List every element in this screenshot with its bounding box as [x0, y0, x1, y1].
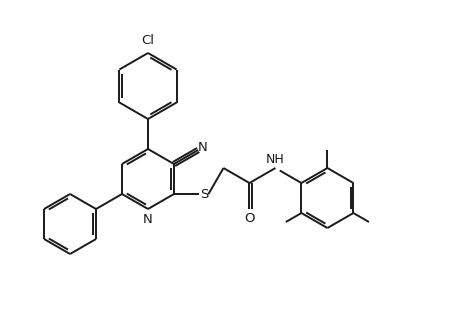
Text: N: N	[198, 141, 207, 154]
Text: O: O	[244, 212, 255, 225]
Text: S: S	[200, 187, 208, 201]
Text: N: N	[143, 213, 153, 226]
Text: Cl: Cl	[142, 34, 154, 47]
Text: NH: NH	[266, 153, 285, 166]
